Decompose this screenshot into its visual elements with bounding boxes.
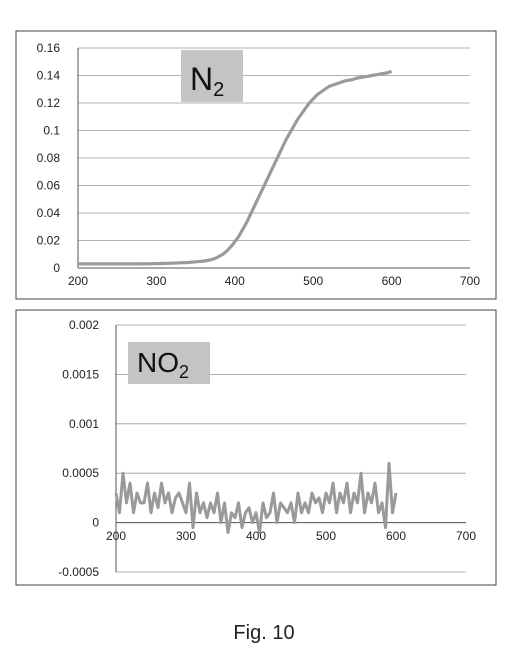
chart-n2-x-tick-label: 500 xyxy=(303,274,323,288)
figure-caption: Fig. 10 xyxy=(0,622,528,645)
chart-no2-x-tick-label: 600 xyxy=(386,529,406,543)
chart-no2-x-tick-label: 300 xyxy=(176,529,196,543)
chart-no2-frame xyxy=(16,310,496,585)
chart-no2-y-tick-label: 0.0015 xyxy=(62,367,99,381)
chart-n2-title-subscript: 2 xyxy=(213,79,224,101)
chart-no2-x-tick-label: 700 xyxy=(456,529,476,543)
chart-no2-x-tick-label: 500 xyxy=(316,529,336,543)
chart-no2-y-tick-label: -0.0005 xyxy=(58,565,99,579)
chart-n2: 0 0.02 0.04 0.06 0.08 0.1 0.12 0.14 0.16 200 300 4… xyxy=(16,31,496,299)
chart-no2-title-main: NO xyxy=(137,347,179,378)
chart-n2-x-tick-label: 700 xyxy=(460,274,480,288)
chart-n2-y-tick-label: 0.16 xyxy=(37,41,61,55)
chart-no2-x-tick-label: 400 xyxy=(246,529,266,543)
chart-n2-y-tick-label: 0.1 xyxy=(43,124,60,138)
chart-n2-x-tick-label: 600 xyxy=(382,274,402,288)
chart-n2-y-tick-label: 0.04 xyxy=(37,206,61,220)
chart-no2-y-tick-label: 0.001 xyxy=(69,417,99,431)
chart-n2-title-main: N xyxy=(190,61,213,97)
chart-no2-y-tick-label: 0.0005 xyxy=(62,466,99,480)
chart-n2-y-tick-label: 0.12 xyxy=(37,96,61,110)
chart-n2-y-tick-labels: 0 0.02 0.04 0.06 0.08 0.1 0.12 0.14 0.16 xyxy=(37,41,61,275)
chart-n2-y-tick-label: 0.14 xyxy=(37,69,61,83)
chart-n2-x-tick-label: 300 xyxy=(146,274,166,288)
chart-n2-y-tick-label: 0.02 xyxy=(37,234,61,248)
chart-n2-frame xyxy=(16,31,496,299)
chart-n2-x-tick-label: 400 xyxy=(225,274,245,288)
chart-no2-y-tick-label: 0 xyxy=(92,516,99,530)
chart-n2-y-tick-label: 0 xyxy=(53,261,60,275)
chart-n2-x-tick-label: 200 xyxy=(68,274,88,288)
chart-n2-y-tick-label: 0.06 xyxy=(37,179,61,193)
chart-no2-x-tick-label: 200 xyxy=(106,529,126,543)
chart-no2-title-subscript: 2 xyxy=(179,362,189,382)
chart-n2-y-tick-label: 0.08 xyxy=(37,151,61,165)
chart-no2-y-tick-label: 0.002 xyxy=(69,318,99,332)
chart-no2: -0.0005 0 0.0005 0.001 0.0015 0.002 200 300 400… xyxy=(16,310,496,585)
